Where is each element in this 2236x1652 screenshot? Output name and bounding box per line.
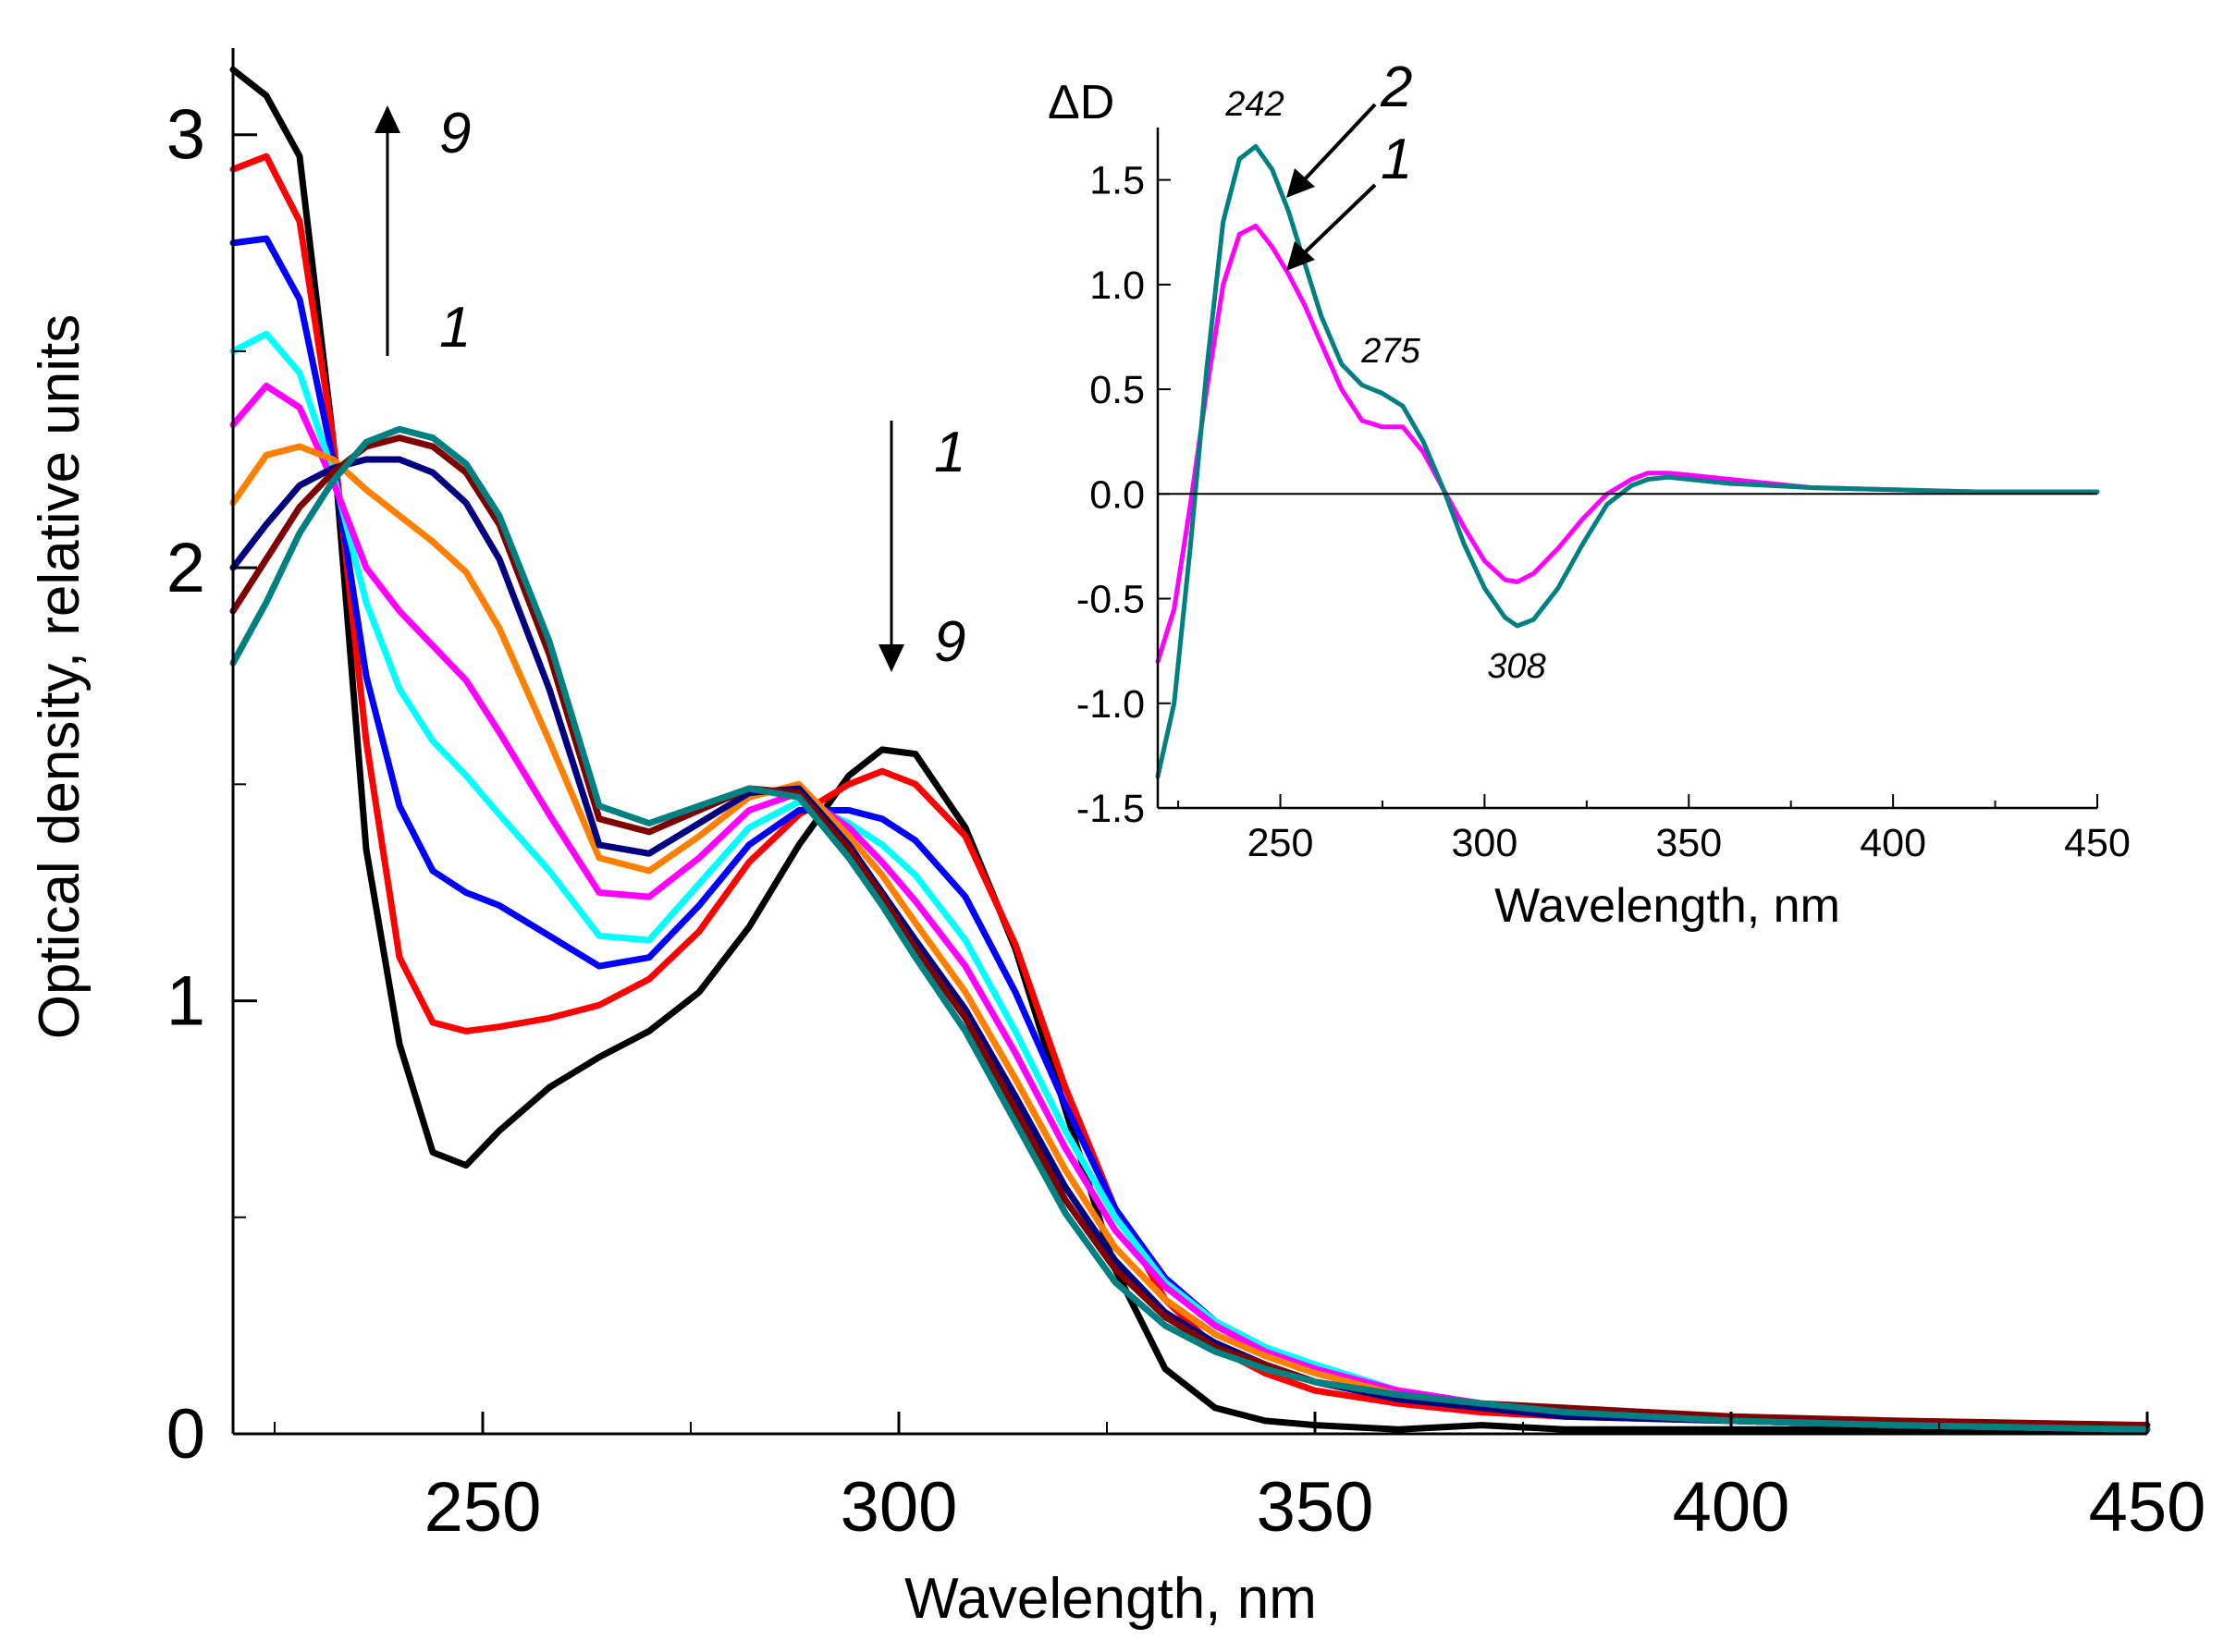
inset-y-axis-title: ΔD bbox=[1048, 76, 1114, 129]
inset-curve-label-1: 1 bbox=[1381, 128, 1412, 191]
main-x-tick-label: 350 bbox=[1257, 1468, 1374, 1547]
main-y-tick-label: 2 bbox=[166, 529, 205, 607]
main-series-9 bbox=[229, 425, 2151, 1433]
arrow-up-bottom-label: 1 bbox=[439, 296, 471, 360]
inset-y-tick-label: -1.5 bbox=[1076, 787, 1145, 831]
main-x-tick-label: 400 bbox=[1673, 1468, 1790, 1547]
main-series-7 bbox=[229, 456, 2151, 1433]
inset-curve-label-2: 2 bbox=[1380, 55, 1412, 119]
arrow-down bbox=[878, 421, 904, 672]
main-x-tick-label: 300 bbox=[841, 1468, 958, 1547]
main-curves bbox=[229, 66, 2151, 1433]
arrow-up bbox=[375, 105, 400, 356]
inset-x-axis-title: Wavelength, nm bbox=[1494, 879, 1840, 933]
inset-chart: 250 300 350 400 450-1.5-1.0-0.50.00.51.01.5 … bbox=[1048, 55, 2131, 933]
inset-y-tick-label: 0.0 bbox=[1089, 472, 1145, 517]
inset-y-tick-label: 1.5 bbox=[1089, 159, 1145, 203]
peak-label-308: 308 bbox=[1487, 647, 1545, 686]
inset-x-tick-label: 350 bbox=[1655, 821, 1722, 865]
main-series-8 bbox=[229, 434, 2151, 1429]
inset-x-tick-label: 450 bbox=[2064, 821, 2131, 865]
main-y-tick-label: 1 bbox=[166, 962, 205, 1041]
main-axes: 250 300 350 400 450 0 1 2 3 bbox=[166, 48, 2206, 1547]
main-y-tick-label: 3 bbox=[166, 96, 205, 175]
main-series-6 bbox=[229, 443, 2151, 1433]
inset-curves bbox=[1155, 143, 2100, 779]
main-series-5 bbox=[229, 382, 2151, 1433]
inset-y-tick-label: 0.5 bbox=[1089, 368, 1145, 412]
inset-arrow-2 bbox=[1286, 103, 1377, 198]
inset-y-tick-label: -0.5 bbox=[1076, 578, 1145, 622]
inset-series-1 bbox=[1155, 223, 2100, 664]
main-chart: 250 300 350 400 450 0 1 2 3 Wavelength, nm Optic… bbox=[28, 48, 2205, 1631]
inset-x-tick-label: 300 bbox=[1452, 821, 1518, 865]
inset-y-tick-label: -1.0 bbox=[1076, 682, 1145, 727]
main-x-axis-title: Wavelength, nm bbox=[904, 1567, 1317, 1631]
peak-label-242: 242 bbox=[1224, 85, 1284, 124]
inset-x-tick-label: 250 bbox=[1247, 821, 1314, 865]
main-series-2 bbox=[229, 153, 2151, 1433]
main-y-axis-title: Optical density, relative units bbox=[28, 314, 92, 1040]
main-series-1 bbox=[229, 66, 2151, 1433]
arrow-down-top-label: 1 bbox=[934, 421, 965, 484]
inset-y-tick-label: 1.0 bbox=[1089, 263, 1145, 308]
main-y-tick-label: 0 bbox=[166, 1395, 205, 1474]
arrow-up-top-label: 9 bbox=[439, 102, 471, 165]
peak-label-275: 275 bbox=[1360, 332, 1420, 371]
main-x-tick-label: 250 bbox=[424, 1468, 542, 1547]
arrow-down-bottom-label: 9 bbox=[934, 610, 965, 674]
main-x-tick-label: 450 bbox=[2089, 1468, 2206, 1547]
inset-arrow-1 bbox=[1286, 183, 1377, 271]
inset-series-2 bbox=[1155, 143, 2100, 779]
inset-x-tick-label: 400 bbox=[1860, 821, 1926, 865]
inset-axes: 250 300 350 400 450 -1.5 -1.0 -0.5 0.0 0.5 1.0 1.5 bbox=[1076, 128, 2131, 865]
